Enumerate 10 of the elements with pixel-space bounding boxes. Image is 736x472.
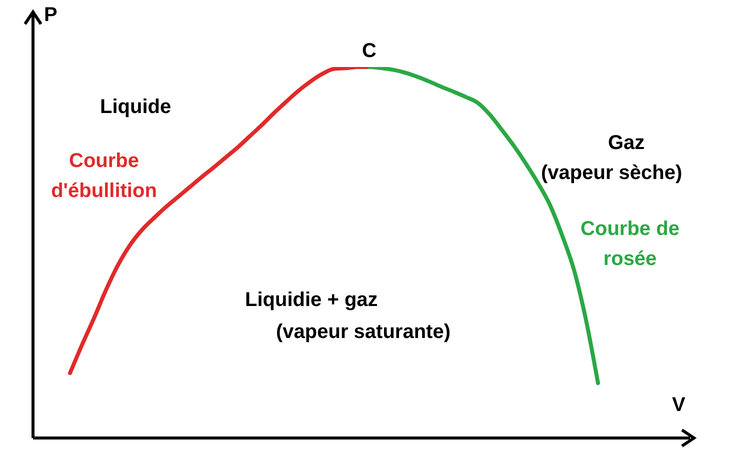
text: C [362,39,376,64]
annotation: (vapeur saturante) [276,320,450,345]
annotation: Liquidie + gaz [245,288,378,313]
y-axis-title: P [44,3,58,28]
text: Gaz [608,131,645,156]
annotation: Liquide [100,95,172,120]
series-label: Courbe de rosée [580,217,680,272]
x-axis-title: V [672,393,686,418]
annotation: (vapeur sèche) [541,161,682,186]
series-label: Courbe d'ébullition [50,149,158,204]
